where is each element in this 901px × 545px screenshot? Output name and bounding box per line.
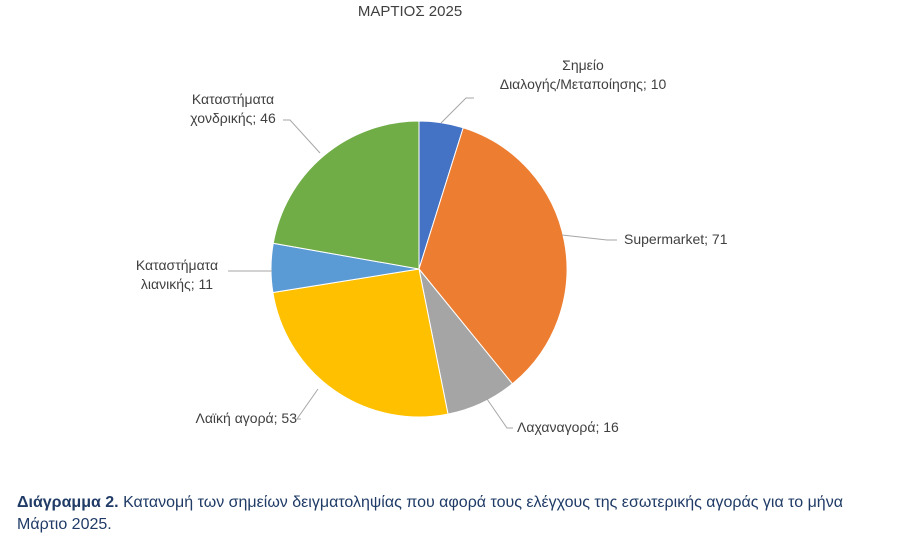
caption-prefix: Διάγραμμα 2. [17, 494, 119, 511]
pie-slice-4 [272, 268, 449, 418]
pie-chart: Σημείο Διαλογής/Μεταποίησης; 10 Supermarke… [136, 57, 728, 435]
pie-slice-6 [272, 120, 420, 270]
chart-title: ΜΑΡΤΙΟΣ 2025 [357, 3, 463, 20]
data-label-4: Λαϊκή αγορά; 53 [195, 410, 297, 426]
figure-caption: Διάγραμμα 2. Κατανομή των σημείων δειγμα… [17, 492, 887, 536]
leader-line-4 [296, 388, 319, 420]
data-label-5: Καταστήματα λιανικής; 11 [136, 257, 218, 292]
data-label-2: Supermarket; 71 [624, 231, 728, 247]
caption-text: Κατανομή των σημείων δειγματοληψίας που … [17, 494, 843, 533]
leader-line-1 [440, 97, 474, 124]
leader-line-3 [486, 398, 513, 429]
data-label-1: Σημείο Διαλογής/Μεταποίησης; 10 [500, 57, 667, 92]
data-label-6: Καταστήματα χονδρικής; 46 [190, 91, 276, 126]
leader-line-2 [561, 234, 617, 241]
data-label-3: Λαχαναγορά; 16 [517, 419, 619, 435]
pie-slice-2 [418, 127, 568, 385]
leader-line-6 [283, 119, 321, 154]
